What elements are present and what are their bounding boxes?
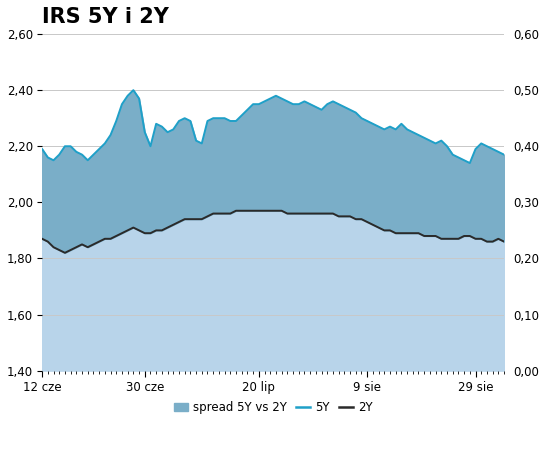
Text: IRS 5Y i 2Y: IRS 5Y i 2Y <box>42 7 169 27</box>
Legend: spread 5Y vs 2Y, 5Y, 2Y: spread 5Y vs 2Y, 5Y, 2Y <box>169 396 377 419</box>
